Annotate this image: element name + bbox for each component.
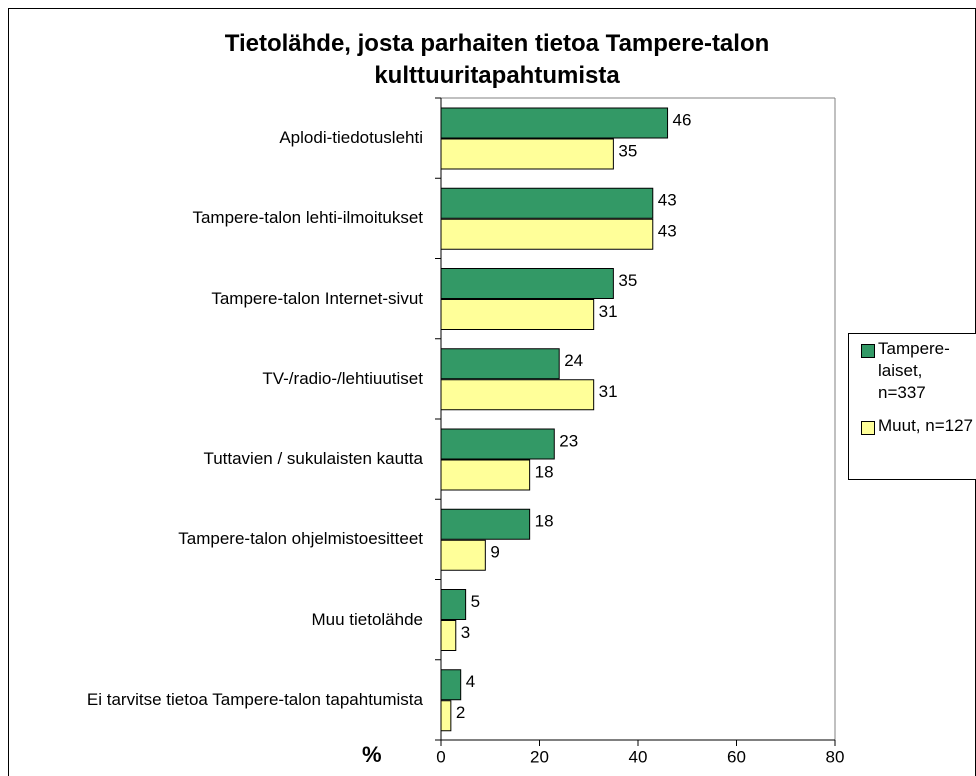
y-tick-label-text: Tampere-talon ohjelmistoesitteet bbox=[178, 529, 423, 549]
data-label: 24 bbox=[564, 351, 583, 370]
y-tick-label: TV-/radio-/lehtiuutiset bbox=[83, 339, 423, 419]
y-tick-label-text: Tampere-talon Internet-sivut bbox=[211, 288, 423, 308]
bar bbox=[440, 669, 462, 701]
data-label: 35 bbox=[618, 271, 637, 290]
bar bbox=[440, 539, 486, 571]
y-tick-label-text: Aplodi-tiedotuslehti bbox=[279, 128, 423, 148]
bar bbox=[440, 508, 531, 540]
y-tick-label-text: Muu tietolähde bbox=[311, 609, 423, 629]
bar bbox=[440, 138, 614, 170]
x-tick-label: 60 bbox=[727, 747, 746, 766]
bar bbox=[440, 459, 531, 491]
x-tick-label: 40 bbox=[629, 747, 648, 766]
data-label: 31 bbox=[599, 382, 618, 401]
bar bbox=[440, 299, 595, 330]
data-label: 46 bbox=[673, 110, 692, 129]
data-label: 4 bbox=[466, 672, 475, 691]
legend-label: Tampere-laiset, n=337 bbox=[878, 339, 950, 402]
x-tick-label: 80 bbox=[826, 747, 845, 766]
data-label: 18 bbox=[535, 512, 554, 531]
data-label: 43 bbox=[658, 222, 677, 241]
bar bbox=[440, 589, 467, 620]
bar bbox=[440, 620, 457, 651]
legend-swatch bbox=[861, 421, 875, 435]
data-label: 31 bbox=[599, 302, 618, 321]
legend-swatch bbox=[861, 344, 875, 358]
data-label: 2 bbox=[456, 703, 465, 722]
x-tick-label: 20 bbox=[530, 747, 549, 766]
y-tick-label-text: Tuttavien / sukulaisten kautta bbox=[203, 449, 423, 469]
legend-label: Muut, n=127 bbox=[878, 416, 973, 435]
y-tick-label-text: Ei tarvitse tietoa Tampere-talon tapahtu… bbox=[86, 689, 423, 709]
bar bbox=[440, 379, 595, 411]
y-tick-label: Tampere-talon lehti-ilmoitukset bbox=[83, 178, 423, 258]
legend: Tampere-laiset, n=337 Muut, n=127 bbox=[848, 333, 976, 480]
bar bbox=[440, 428, 555, 460]
bar bbox=[440, 107, 669, 139]
y-tick-label: Ei tarvitse tietoa Tampere-talon tapahtu… bbox=[83, 660, 423, 740]
y-tick-label: Tampere-talon Internet-sivut bbox=[83, 259, 423, 339]
y-tick-label: Tuttavien / sukulaisten kautta bbox=[83, 419, 423, 499]
y-tick-label: Muu tietolähde bbox=[83, 580, 423, 660]
y-tick-label-text: Tampere-talon lehti-ilmoitukset bbox=[192, 208, 423, 228]
data-label: 9 bbox=[490, 543, 499, 562]
bar bbox=[440, 348, 560, 380]
data-label: 5 bbox=[471, 592, 480, 611]
data-label: 23 bbox=[559, 431, 578, 450]
bar bbox=[440, 268, 614, 299]
bar bbox=[440, 700, 452, 732]
x-tick-label: 0 bbox=[436, 747, 445, 766]
y-tick-label: Tampere-talon ohjelmistoesitteet bbox=[83, 499, 423, 579]
bar bbox=[440, 187, 654, 219]
data-label: 43 bbox=[658, 191, 677, 210]
bar bbox=[440, 218, 654, 250]
y-tick-label: Aplodi-tiedotuslehti bbox=[83, 98, 423, 178]
data-label: 18 bbox=[535, 462, 554, 481]
x-axis-label: % bbox=[362, 742, 382, 767]
chart-title: Tietolähde, josta parhaiten tietoa Tampe… bbox=[224, 30, 770, 89]
y-tick-label-text: TV-/radio-/lehtiuutiset bbox=[262, 368, 423, 388]
data-label: 3 bbox=[461, 623, 470, 642]
data-label: 35 bbox=[618, 141, 637, 160]
